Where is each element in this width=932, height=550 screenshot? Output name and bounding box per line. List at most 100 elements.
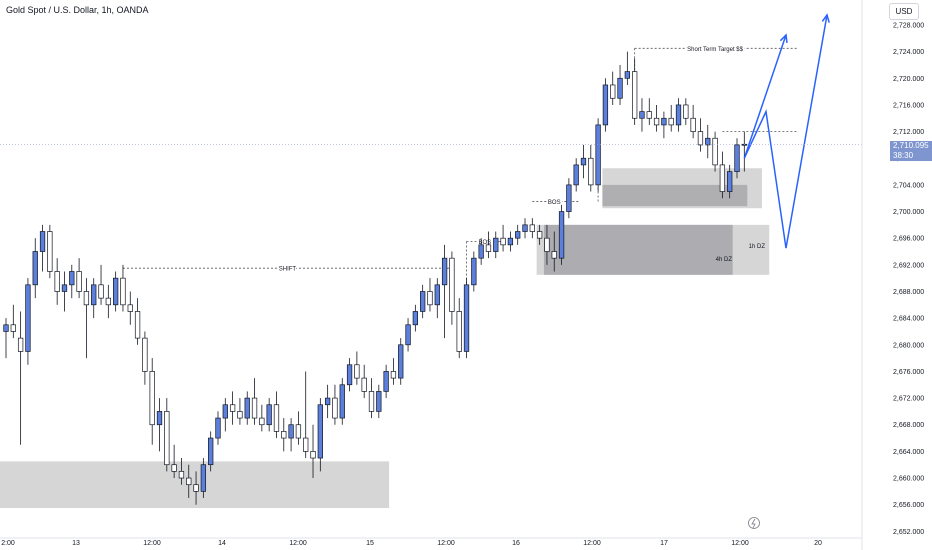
bar-countdown: 38:30 xyxy=(893,151,914,160)
candle xyxy=(398,338,404,385)
y-tick-label: 2,728.000 xyxy=(893,22,924,29)
candle xyxy=(463,278,470,359)
candle xyxy=(61,271,68,312)
candle xyxy=(719,151,726,199)
candle-up xyxy=(3,324,9,332)
candle xyxy=(98,264,104,305)
y-tick-label: 2,656.000 xyxy=(893,502,924,509)
candle xyxy=(522,218,528,239)
chart-title: Gold Spot / U.S. Dollar, 1h, OANDA xyxy=(6,5,149,15)
lightning-icon-bolt xyxy=(751,518,756,529)
candle xyxy=(310,424,316,479)
candle-up xyxy=(639,111,645,119)
candle-down xyxy=(712,137,718,166)
candle-down xyxy=(186,477,192,486)
x-tick-label: 15 xyxy=(366,540,374,547)
candle-up xyxy=(675,104,682,126)
candle-up xyxy=(32,251,38,286)
candle-down xyxy=(544,237,550,252)
candle xyxy=(661,111,667,139)
candle-up xyxy=(522,224,528,232)
candle xyxy=(32,238,38,299)
candle-down xyxy=(690,117,696,132)
candle-up xyxy=(208,437,214,466)
candle xyxy=(69,264,75,299)
candle xyxy=(602,78,609,132)
currency-button[interactable]: USD xyxy=(889,3,919,20)
candle xyxy=(244,391,250,425)
candle xyxy=(646,98,652,125)
y-tick-label: 2,688.000 xyxy=(893,289,924,296)
candle xyxy=(727,164,733,199)
candle xyxy=(171,444,177,479)
candle-up xyxy=(324,397,331,406)
candle-up xyxy=(558,211,565,259)
candle xyxy=(705,124,711,159)
candle-down xyxy=(719,164,726,192)
candle xyxy=(573,158,579,192)
candle-up xyxy=(573,164,579,186)
y-tick-label: 2,660.000 xyxy=(893,476,924,483)
candle xyxy=(178,458,185,485)
candle xyxy=(47,224,53,279)
candle-down xyxy=(354,364,360,379)
candle xyxy=(420,284,426,319)
x-axis: 2:00 13 12:00 14 12:00 15 12:00 16 12:00 17 12:00 2… xyxy=(0,517,862,547)
candle-down xyxy=(368,391,375,412)
x-tick-label: 12:00 xyxy=(143,540,161,547)
candle-up xyxy=(317,404,323,459)
candle xyxy=(339,378,345,425)
candle-up xyxy=(91,284,97,306)
y-tick-label: 2,676.000 xyxy=(893,369,924,376)
candle-up xyxy=(617,77,623,99)
candle xyxy=(142,331,148,385)
x-tick-label: 16 xyxy=(512,540,520,547)
candle xyxy=(368,378,375,419)
candle xyxy=(208,431,214,472)
candle-up xyxy=(463,284,470,352)
demand-zone xyxy=(543,224,733,275)
x-tick-label: 12:00 xyxy=(437,540,455,547)
candle-down xyxy=(390,371,397,379)
projection-layer xyxy=(0,13,862,249)
candle-up xyxy=(734,144,740,172)
candle-down xyxy=(164,411,170,466)
candle-down xyxy=(295,424,302,439)
candle-down xyxy=(683,104,689,119)
candle xyxy=(471,251,477,292)
candle-down xyxy=(427,291,433,306)
candle xyxy=(515,224,521,245)
candle-up xyxy=(478,244,484,259)
candle-down xyxy=(83,291,90,306)
candle-up xyxy=(471,257,477,286)
candle-up xyxy=(420,291,426,312)
candle xyxy=(91,278,97,319)
candle-down xyxy=(456,311,462,352)
zone-label: 4h DZ xyxy=(716,257,733,263)
candle-up xyxy=(705,137,711,146)
candle-up xyxy=(566,184,572,212)
candle-up xyxy=(288,424,294,439)
candle xyxy=(580,144,587,179)
candle xyxy=(237,398,243,425)
lightning-icon[interactable] xyxy=(748,517,760,529)
candle xyxy=(610,71,616,105)
candle-down xyxy=(142,337,148,372)
projection-line-up xyxy=(743,34,787,159)
zones-layer: 1h DZ 4h DZ xyxy=(0,168,770,509)
candle xyxy=(259,404,265,432)
candle xyxy=(10,304,16,339)
candle-down xyxy=(551,251,557,259)
y-tick-label: 2,672.000 xyxy=(893,396,924,403)
candle-down xyxy=(10,324,16,332)
y-tick-label: 2,664.000 xyxy=(893,449,924,456)
candle-up xyxy=(434,284,440,306)
candle-down xyxy=(251,397,258,419)
candle-up xyxy=(112,277,119,306)
candle-down xyxy=(17,337,24,352)
candle xyxy=(3,318,9,359)
candle xyxy=(105,284,111,319)
x-tick-label: 13 xyxy=(72,540,80,547)
candle xyxy=(134,298,141,345)
